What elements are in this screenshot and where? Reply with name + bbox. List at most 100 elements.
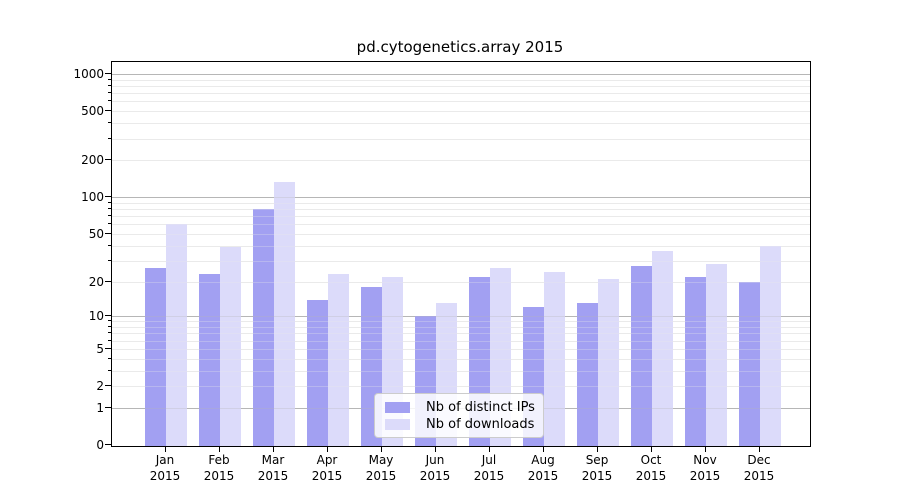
y-tick-mark-0: [105, 444, 111, 445]
x-tick-mark-feb: [219, 446, 220, 452]
bar-jan-downloads: [166, 224, 187, 446]
gridline-y-70: [112, 216, 810, 217]
bar-dec-distinct-ips: [739, 281, 760, 446]
gridline-y-400: [112, 123, 810, 124]
y-minor-tick-mark-600: [108, 100, 111, 101]
y-minor-tick-mark-300: [108, 138, 111, 139]
gridline-y-60: [112, 224, 810, 225]
gridline-y-300: [112, 139, 810, 140]
x-tick-label-dec: Dec 2015: [743, 453, 775, 483]
bar-jan-distinct-ips: [145, 268, 166, 446]
chart-title: pd.cytogenetics.array 2015: [356, 38, 564, 56]
gridline-y-800: [112, 86, 810, 87]
y-minor-tick-mark-3: [108, 370, 111, 371]
y-minor-tick-mark-400: [108, 122, 111, 123]
x-tick-label-jan: Jan 2015: [149, 453, 181, 483]
gridline-y-600: [112, 101, 810, 102]
gridline-y-40: [112, 246, 810, 247]
x-tick-mark-aug: [543, 446, 544, 452]
gridline-y-1000: [112, 74, 810, 75]
y-tick-mark-5: [105, 348, 111, 349]
gridline-y-4: [112, 359, 810, 360]
x-tick-mark-mar: [273, 446, 274, 452]
bar-nov-distinct-ips: [685, 276, 706, 446]
gridline-y-90: [112, 203, 810, 204]
gridline-y-9: [112, 321, 810, 322]
y-minor-tick-mark-4: [108, 358, 111, 359]
y-tick-mark-1000: [105, 73, 111, 74]
gridline-y-80: [112, 209, 810, 210]
gridline-y-3: [112, 371, 810, 372]
bar-dec-downloads: [760, 245, 781, 446]
y-tick-label-10: 10: [88, 309, 104, 324]
bar-sep-distinct-ips: [577, 303, 598, 446]
y-tick-label-5: 5: [96, 341, 104, 356]
y-tick-label-500: 500: [81, 104, 104, 119]
gridline-y-5: [112, 349, 810, 350]
legend-swatch-distinct-ips-icon: [385, 402, 410, 413]
x-tick-label-mar: Mar 2015: [257, 453, 289, 483]
y-tick-label-1000: 1000: [73, 66, 104, 81]
x-tick-label-jul: Jul 2015: [473, 453, 505, 483]
bar-apr-distinct-ips: [307, 299, 328, 446]
legend: Nb of distinct IPs Nb of downloads: [374, 393, 544, 438]
plot-area: Nb of distinct IPs Nb of downloads: [111, 61, 811, 447]
gridline-y-2: [112, 386, 810, 387]
x-tick-mark-sep: [597, 446, 598, 452]
y-minor-tick-mark-900: [108, 79, 111, 80]
bar-feb-downloads: [220, 246, 241, 446]
y-minor-tick-mark-7: [108, 332, 111, 333]
legend-label-downloads: Nb of downloads: [426, 417, 535, 432]
y-tick-label-200: 200: [81, 153, 104, 168]
gridline-y-700: [112, 93, 810, 94]
gridline-y-6: [112, 341, 810, 342]
bar-sep-downloads: [598, 279, 619, 446]
x-tick-label-oct: Oct 2015: [635, 453, 667, 483]
x-tick-mark-nov: [705, 446, 706, 452]
y-minor-tick-mark-700: [108, 92, 111, 93]
y-minor-tick-mark-800: [108, 85, 111, 86]
gridline-y-8: [112, 327, 810, 328]
bars-layer: [112, 62, 810, 446]
gridline-y-30: [112, 261, 810, 262]
bar-nov-downloads: [706, 264, 727, 446]
y-minor-tick-mark-40: [108, 245, 111, 246]
gridline-y-50: [112, 234, 810, 235]
x-tick-label-jun: Jun 2015: [419, 453, 451, 483]
y-minor-tick-mark-80: [108, 208, 111, 209]
y-tick-label-100: 100: [81, 190, 104, 205]
legend-entry-distinct-ips: Nb of distinct IPs: [385, 399, 535, 416]
x-tick-label-nov: Nov 2015: [689, 453, 721, 483]
y-tick-label-20: 20: [88, 274, 104, 289]
x-tick-label-may: May 2015: [365, 453, 397, 483]
y-tick-mark-500: [105, 110, 111, 111]
y-tick-mark-10: [105, 315, 111, 316]
gridlines-layer: [112, 62, 810, 446]
y-tick-mark-50: [105, 233, 111, 234]
gridline-y-20: [112, 282, 810, 283]
x-tick-mark-oct: [651, 446, 652, 452]
y-minor-tick-mark-9: [108, 320, 111, 321]
x-tick-label-sep: Sep 2015: [581, 453, 613, 483]
x-tick-label-aug: Aug 2015: [527, 453, 559, 483]
y-minor-tick-mark-60: [108, 223, 111, 224]
x-tick-mark-jan: [165, 446, 166, 452]
x-tick-label-apr: Apr 2015: [311, 453, 343, 483]
y-minor-tick-mark-6: [108, 340, 111, 341]
x-tick-label-feb: Feb 2015: [203, 453, 235, 483]
gridline-y-200: [112, 160, 810, 161]
y-minor-tick-mark-8: [108, 326, 111, 327]
gridline-y-500: [112, 111, 810, 112]
x-tick-mark-dec: [759, 446, 760, 452]
y-tick-mark-1: [105, 407, 111, 408]
x-tick-mark-may: [381, 446, 382, 452]
bar-mar-distinct-ips: [253, 209, 274, 446]
y-minor-tick-mark-30: [108, 260, 111, 261]
gridline-y-7: [112, 333, 810, 334]
bar-apr-downloads: [328, 274, 349, 446]
y-tick-mark-2: [105, 385, 111, 386]
y-tick-mark-20: [105, 281, 111, 282]
x-tick-mark-jun: [435, 446, 436, 452]
y-tick-mark-200: [105, 159, 111, 160]
